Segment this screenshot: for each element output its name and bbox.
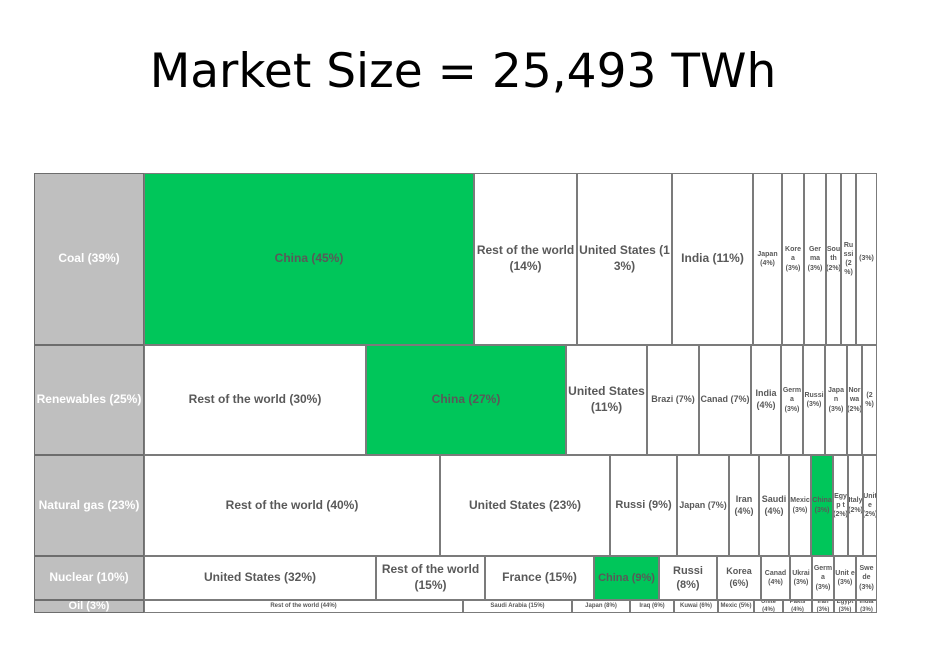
treemap-cell: Kore a (3%) (782, 173, 804, 345)
treemap-cell: Canad (4%) (761, 556, 790, 600)
treemap-cell: United States (23%) (440, 455, 610, 556)
treemap-cell: Germ a (3%) (812, 556, 834, 600)
treemap-cell: Iran (3%) (812, 600, 834, 613)
treemap-cell: Germ a (3%) (781, 345, 803, 455)
treemap-cell: Kuwai (6%) (674, 600, 718, 613)
treemap-cell: Russi (9%) (610, 455, 677, 556)
treemap-cell: Saudi Arabia (15%) (463, 600, 572, 613)
treemap-cell: Saudi (4%) (759, 455, 789, 556)
treemap-cell: United States (32%) (144, 556, 376, 600)
treemap-cell: Korea (6%) (717, 556, 761, 600)
treemap-cell: Russi (3%) (803, 345, 825, 455)
treemap-cell: Unit e (2%) (863, 455, 877, 556)
treemap-cell: Rest of the world (14%) (474, 173, 577, 345)
treemap-cell: China (9%) (594, 556, 659, 600)
treemap-cell: United States (11%) (566, 345, 647, 455)
treemap-cell: China (27%) (366, 345, 566, 455)
treemap-cell: Egypt (3%) (834, 600, 856, 613)
treemap-cell: Japa n (3%) (825, 345, 847, 455)
treemap-cell: Mexic (3%) (789, 455, 811, 556)
treemap-cell: Italy (2%) (848, 455, 863, 556)
treemap-cell: Rest of the world (15%) (376, 556, 485, 600)
treemap-cell: Sou th (2%) (826, 173, 841, 345)
treemap-cell: Rest of the world (30%) (144, 345, 366, 455)
treemap-cell: Egyp t (2%) (833, 455, 848, 556)
treemap-cell: China (45%) (144, 173, 474, 345)
treemap-cell: Ru ssi (2 %) (841, 173, 856, 345)
treemap-cell: France (15%) (485, 556, 594, 600)
treemap-cell: Unite (4%) (754, 600, 783, 613)
treemap-cell: India (11%) (672, 173, 753, 345)
treemap-cell: Japan (7%) (677, 455, 729, 556)
treemap-cell: Pakis (4%) (783, 600, 812, 613)
treemap-cell: (3%) (856, 173, 877, 345)
row-label: Natural gas (23%) (34, 455, 144, 556)
treemap-cell: Rest of the world (44%) (144, 600, 463, 613)
treemap-cell: Japan (4%) (753, 173, 782, 345)
treemap-cell: Ukrai (3%) (790, 556, 812, 600)
treemap-cell: Iran (4%) (729, 455, 759, 556)
treemap-cell: United States (13%) (577, 173, 672, 345)
treemap-cell: (2 %) (862, 345, 877, 455)
treemap-cell: Nor wa (2%) (847, 345, 862, 455)
row-label: Oil (3%) (34, 600, 144, 613)
treemap-chart: Coal (39%) China (45%) Rest of the world (… (34, 173, 877, 613)
treemap-cell: Russi (8%) (659, 556, 717, 600)
row-label: Coal (39%) (34, 173, 144, 345)
treemap-cell: Unit e (3%) (834, 556, 856, 600)
treemap-cell: India (4%) (751, 345, 781, 455)
treemap-cell: Canad (7%) (699, 345, 751, 455)
treemap-cell: Brazi (7%) (647, 345, 699, 455)
treemap-cell: Mexic (5%) (718, 600, 754, 613)
row-label: Renewables (25%) (34, 345, 144, 455)
treemap-cell: Rest of the world (40%) (144, 455, 440, 556)
treemap-cell: Japan (8%) (572, 600, 630, 613)
row-label: Nuclear (10%) (34, 556, 144, 600)
treemap-cell: Ger ma (3%) (804, 173, 826, 345)
treemap-cell: India (3%) (856, 600, 877, 613)
treemap-cell: Iraq (6%) (630, 600, 674, 613)
treemap-cell: Swe de (3%) (856, 556, 877, 600)
treemap-cell: China (3%) (811, 455, 833, 556)
chart-title: Market Size = 25,493 TWh (149, 44, 777, 99)
